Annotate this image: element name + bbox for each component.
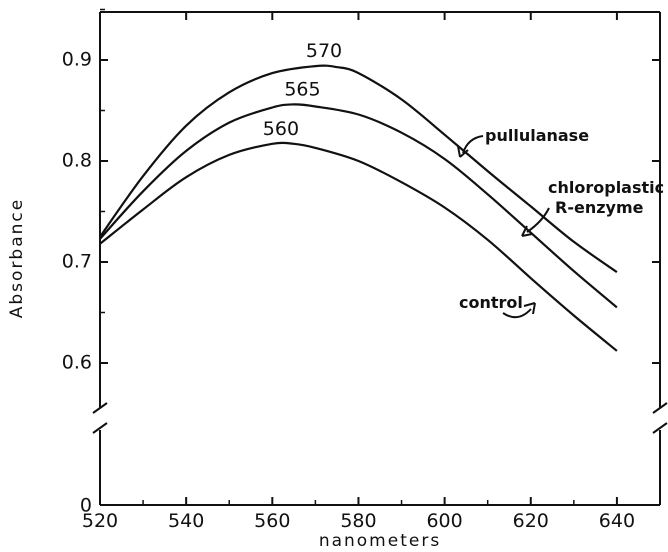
peak-label: 560 (263, 118, 299, 140)
x-tick-label: 560 (254, 510, 290, 532)
x-axis-ticks: 520 540 560 580 600 620 640 (82, 12, 661, 532)
peak-label: 570 (306, 40, 342, 62)
y-tick-label: 0.7 (62, 251, 92, 273)
y-axis-title: Absorbance (7, 198, 27, 318)
y-tick-label: 0.6 (62, 352, 92, 374)
annotation-r-enzyme: chloroplastic R-enzyme (521, 178, 664, 237)
x-tick-label: 620 (513, 510, 549, 532)
x-tick-label: 580 (340, 510, 376, 532)
series-layer (99, 64, 618, 352)
annotation-pullulanase: pullulanase (457, 126, 589, 158)
annotation-chloroplastic-label: chloroplastic (548, 178, 664, 197)
x-tick-label: 520 (82, 510, 118, 532)
annotation-pullulanase-arrow (462, 135, 484, 154)
annotation-r-enzyme-label: R-enzyme (555, 198, 644, 217)
series-line-1 (99, 64, 618, 274)
annotation-control: control (459, 293, 536, 319)
annotation-pullulanase-label: pullulanase (485, 126, 589, 145)
x-tick-label: 540 (168, 510, 204, 532)
y-tick-label: 0.8 (62, 150, 92, 172)
y-zero-label: 0 (80, 495, 92, 517)
arrowhead-icon (523, 302, 536, 315)
annotation-control-label: control (459, 293, 523, 312)
x-tick-label: 600 (426, 510, 462, 532)
annotation-control-arrow (502, 308, 532, 319)
series-line-3 (99, 141, 618, 352)
right-axis-break-mark-1 (652, 402, 668, 414)
x-tick-label: 640 (599, 510, 635, 532)
y-tick-label: 0.9 (62, 49, 92, 71)
left-axis-break-mark-2 (92, 422, 108, 434)
right-axis-break-mark-2 (652, 422, 668, 434)
arrowhead-icon (521, 225, 533, 237)
left-axis-break-mark-1 (92, 402, 108, 414)
y-axis-ticks: 0.6 0.7 0.8 0.9 (62, 8, 660, 374)
annotation-r-enzyme-arrow (526, 207, 550, 233)
peak-labels: 570 565 560 (263, 40, 342, 140)
peak-label: 565 (284, 78, 320, 100)
x-axis-title: nanometers (319, 531, 441, 551)
arrowhead-icon (457, 145, 469, 158)
plot-frame (92, 11, 668, 506)
